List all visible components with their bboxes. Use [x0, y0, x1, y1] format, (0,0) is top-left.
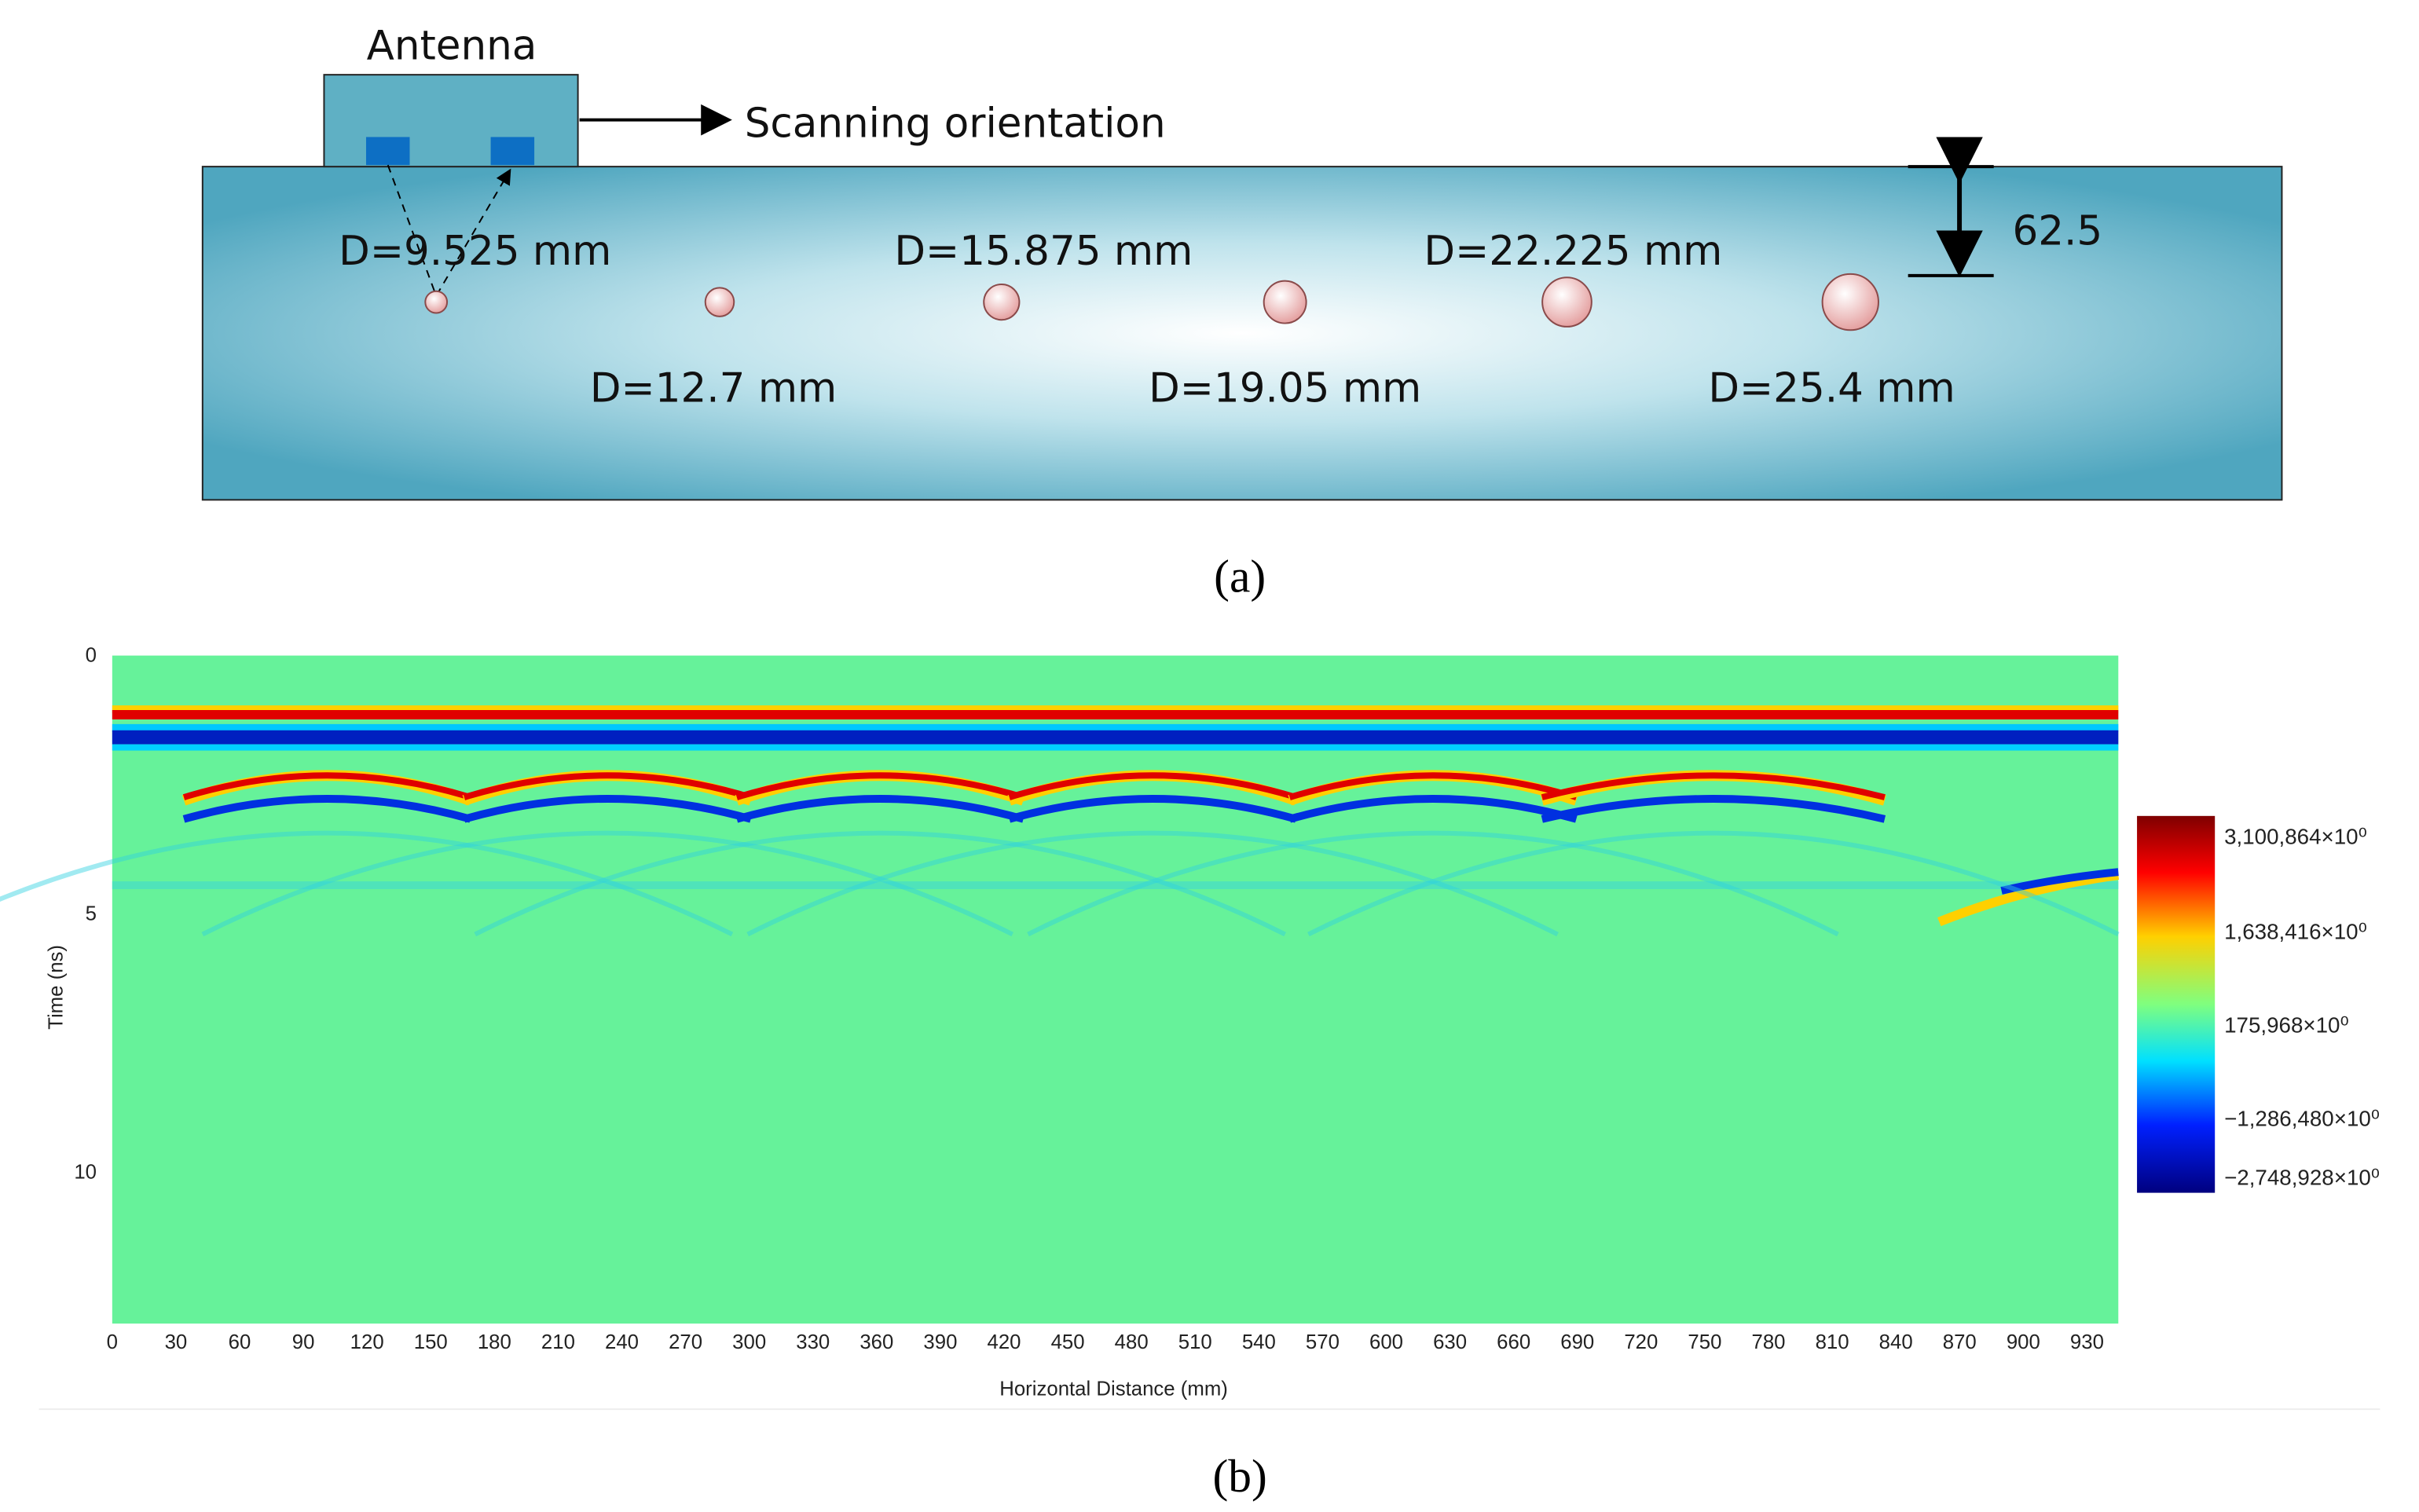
antenna-box [323, 74, 579, 168]
x-tick-label: 390 [923, 1331, 957, 1353]
colorbar-label: −1,286,480×10⁰ [2224, 1106, 2380, 1130]
depth-label: 62.5 [2012, 207, 2102, 254]
band [112, 705, 2119, 713]
reflection-wide [201, 830, 1014, 937]
x-tick-label: 30 [165, 1331, 188, 1353]
hole [1821, 273, 1879, 331]
reflection-wide [0, 830, 734, 937]
x-tick-label: 780 [1752, 1331, 1786, 1353]
x-tick-label: 660 [1497, 1331, 1530, 1353]
y-tick-label: 0 [86, 645, 97, 667]
hole [983, 284, 1021, 321]
band [112, 730, 2119, 745]
band [112, 744, 2119, 751]
band [112, 710, 2119, 719]
y-tick-label: 5 [86, 903, 97, 925]
edge-reflection [2000, 868, 2119, 895]
x-tick-label: 120 [350, 1331, 384, 1353]
y-tick-label: 10 [74, 1162, 97, 1184]
reflection [1288, 795, 1578, 823]
colorbar-label: 175,968×10⁰ [2224, 1012, 2349, 1037]
x-tick-label: 810 [1816, 1331, 1849, 1353]
plot-area [112, 655, 2119, 1324]
hole-label: D=19.05 mm [1149, 364, 1421, 412]
x-tick-label: 840 [1879, 1331, 1913, 1353]
hole [1263, 280, 1307, 324]
reflection-wide [474, 830, 1286, 937]
x-tick-label: 480 [1115, 1331, 1149, 1353]
antenna-label: Antenna [367, 22, 537, 69]
slab [201, 166, 2283, 501]
hole [1541, 276, 1593, 328]
colorbar-label: 1,638,416×10⁰ [2224, 919, 2367, 943]
x-tick-label: 450 [1051, 1331, 1085, 1353]
band [112, 723, 2119, 732]
x-tick-label: 270 [669, 1331, 702, 1353]
reflection [1008, 795, 1297, 823]
reflection [1008, 772, 1297, 800]
x-tick-label: 930 [2070, 1331, 2104, 1353]
hole-label: D=25.4 mm [1708, 364, 1955, 412]
reflection-wide [1307, 830, 2120, 937]
reflection [463, 772, 752, 800]
antenna-element [490, 137, 535, 166]
ray-path [387, 164, 511, 298]
band [112, 881, 2119, 890]
radargram [0, 655, 2120, 1324]
x-tick-label: 690 [1560, 1331, 1594, 1353]
x-tick-label: 240 [605, 1331, 639, 1353]
hole-label: D=22.225 mm [1424, 228, 1722, 275]
x-tick-label: 0 [107, 1331, 118, 1353]
edge-reflection [1937, 870, 2120, 927]
x-tick-label: 870 [1943, 1331, 1977, 1353]
colorbar-label: −2,748,928×10⁰ [2224, 1166, 2380, 1190]
y-axis-label: Time (ns) [45, 945, 67, 1030]
reflection [182, 772, 471, 800]
reflection [1541, 772, 1886, 800]
hyperbolas [0, 770, 2120, 937]
reflection [1541, 795, 1886, 823]
x-tick-label: 510 [1178, 1331, 1212, 1353]
reflection [463, 795, 753, 823]
x-tick-label: 630 [1433, 1331, 1467, 1353]
colorbar-label: 3,100,864×10⁰ [2224, 825, 2367, 849]
reflection-wide [1027, 830, 1839, 937]
x-tick-label: 720 [1624, 1331, 1658, 1353]
hole [424, 290, 449, 314]
reflection [1288, 772, 1578, 800]
x-tick-label: 330 [796, 1331, 830, 1353]
hole-label: D=15.875 mm [894, 228, 1193, 275]
caption: (a) [1214, 550, 1266, 602]
holes: D=9.525 mm D=12.7 mm D=15.875 mm D=19.05 mm… [339, 228, 1955, 412]
hole-label: D=9.525 mm [339, 228, 611, 275]
colorbar [2137, 815, 2216, 1193]
reflection [182, 795, 472, 823]
x-tick-label: 60 [229, 1331, 251, 1353]
x-tick-label: 300 [732, 1331, 766, 1353]
caption: (b) [1212, 1450, 1266, 1502]
x-tick-label: 540 [1242, 1331, 1276, 1353]
x-tick-label: 180 [478, 1331, 511, 1353]
hole [704, 287, 735, 317]
x-tick-label: 210 [541, 1331, 575, 1353]
reflection [735, 795, 1024, 823]
x-tick-label: 90 [292, 1331, 315, 1353]
scan-label: Scanning orientation [745, 100, 1166, 147]
reflection-wide [746, 830, 1559, 937]
x-tick-label: 750 [1688, 1331, 1721, 1353]
x-tick-label: 570 [1306, 1331, 1340, 1353]
x-tick-label: 360 [859, 1331, 893, 1353]
x-tick-label: 420 [988, 1331, 1021, 1353]
ticks: 0 30 60 90 120 150 180 210 240 270 300 330 360 390 420… [74, 645, 2380, 1353]
hole-label: D=12.7 mm [590, 364, 837, 412]
x-tick-label: 150 [414, 1331, 448, 1353]
reflection [735, 772, 1024, 800]
x-axis-label: Horizontal Distance (mm) [999, 1378, 1228, 1400]
x-tick-label: 600 [1369, 1331, 1403, 1353]
x-tick-label: 900 [2007, 1331, 2040, 1353]
antenna-element [365, 137, 410, 166]
